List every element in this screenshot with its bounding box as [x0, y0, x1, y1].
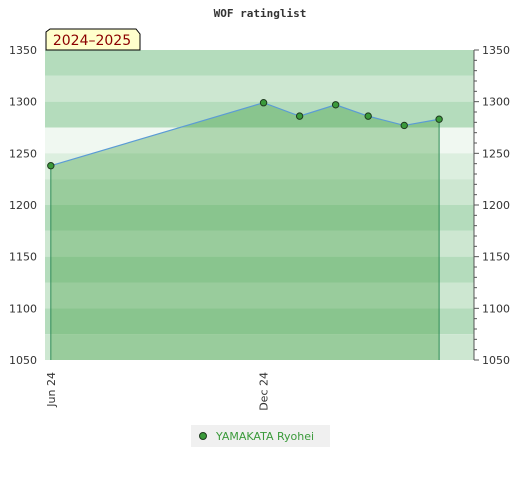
y-tick-label-left: 1250 — [9, 147, 37, 160]
background-band — [45, 308, 474, 335]
background-band — [45, 256, 474, 283]
data-point — [331, 101, 340, 109]
data-point — [435, 115, 443, 123]
y-tick-label-left: 1150 — [9, 251, 37, 264]
season-badge: 2024–2025 — [45, 28, 141, 51]
data-point — [364, 112, 372, 120]
y-tick-label-left: 1050 — [9, 354, 37, 367]
background-band — [45, 205, 474, 231]
x-axis: Jun 24 Dec 24 — [45, 372, 271, 411]
background-band — [45, 50, 474, 76]
data-points — [47, 99, 443, 170]
y-tick-label-left: 1300 — [9, 96, 37, 109]
background-band — [45, 179, 474, 205]
y-tick-label-right: 1100 — [482, 302, 510, 315]
y-tick-label-right: 1350 — [482, 44, 510, 57]
y-tick-label-right: 1050 — [482, 354, 510, 367]
y-tick-label-right: 1300 — [482, 96, 510, 109]
y-tick-label-right: 1150 — [482, 251, 510, 264]
legend-box — [191, 425, 330, 447]
background-band — [45, 75, 474, 102]
background-band — [45, 334, 474, 360]
background-band — [45, 282, 474, 309]
y-tick-label-left: 1100 — [9, 302, 37, 315]
badge-box — [45, 28, 141, 51]
background-band — [45, 127, 474, 154]
background-bands — [45, 50, 474, 360]
legend[interactable]: YAMAKATA Ryohei — [191, 425, 330, 447]
left-y-axis: 1050 1100 1150 1200 1250 1300 1350 — [9, 44, 37, 367]
legend-marker — [199, 432, 207, 440]
x-tick-label: Jun 24 — [45, 372, 58, 408]
background-band — [45, 230, 474, 257]
y-tick-label-right: 1250 — [482, 147, 510, 160]
area-fill — [50, 102, 440, 360]
right-y-axis: 1050 1100 1150 1200 1250 1300 1350 — [473, 44, 510, 367]
y-tick-label-left: 1200 — [9, 199, 37, 212]
badge-label: 2024–2025 — [53, 33, 131, 49]
background-band — [45, 153, 474, 180]
data-point — [295, 112, 304, 120]
x-tick-label: Dec 24 — [258, 372, 271, 411]
legend-label: YAMAKATA Ryohei — [215, 430, 314, 443]
data-point — [400, 121, 408, 130]
data-point — [259, 99, 268, 107]
data-point — [47, 162, 55, 170]
chart-title: WOF ratinglist — [214, 7, 307, 20]
y-tick-label-right: 1200 — [482, 199, 510, 212]
y-tick-label-left: 1350 — [9, 44, 37, 57]
